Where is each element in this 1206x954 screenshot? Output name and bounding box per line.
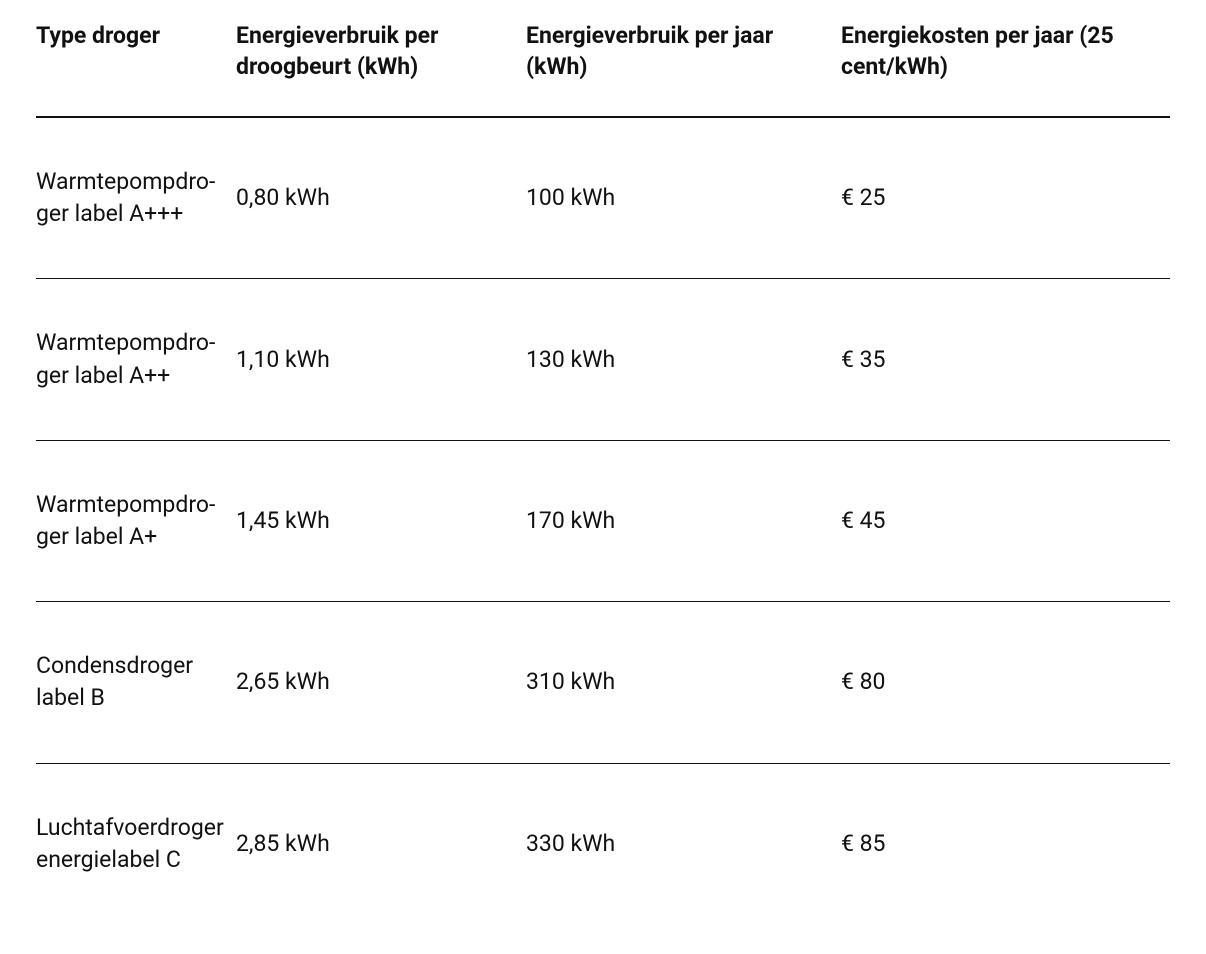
table-row: Warmtepompdro­ger label A+ 1,45 kWh 170 … [36, 440, 1170, 601]
cell-per-year: 100 kWh [526, 117, 841, 279]
table-row: Condensdroger la­bel B 2,65 kWh 310 kWh … [36, 602, 1170, 763]
cell-cost: € 45 [841, 440, 1170, 601]
cell-cost: € 25 [841, 117, 1170, 279]
cell-per-cycle: 0,80 kWh [236, 117, 526, 279]
cell-type: Luchtafvoerdroger energielabel C [36, 763, 236, 924]
cell-per-cycle: 1,10 kWh [236, 279, 526, 440]
cell-type: Warmtepompdro­ger label A+++ [36, 117, 236, 279]
col-header-per-year: Energieverbruik per jaar (kWh) [526, 20, 841, 117]
table-row: Warmtepompdro­ger label A+++ 0,80 kWh 10… [36, 117, 1170, 279]
cell-cost: € 85 [841, 763, 1170, 924]
cell-per-cycle: 2,85 kWh [236, 763, 526, 924]
table-row: Warmtepompdro­ger label A++ 1,10 kWh 130… [36, 279, 1170, 440]
cell-per-year: 310 kWh [526, 602, 841, 763]
cell-per-year: 170 kWh [526, 440, 841, 601]
cell-type: Condensdroger la­bel B [36, 602, 236, 763]
cell-per-cycle: 2,65 kWh [236, 602, 526, 763]
col-header-per-cycle: Energieverbruik per droogbeurt (kWh) [236, 20, 526, 117]
cell-cost: € 35 [841, 279, 1170, 440]
col-header-type: Type droger [36, 20, 236, 117]
cell-per-year: 330 kWh [526, 763, 841, 924]
table-row: Luchtafvoerdroger energielabel C 2,85 kW… [36, 763, 1170, 924]
page: Type droger Energieverbruik per droogbeu… [0, 0, 1206, 954]
cell-type: Warmtepompdro­ger label A++ [36, 279, 236, 440]
energy-table: Type droger Energieverbruik per droogbeu… [36, 20, 1170, 924]
cell-type: Warmtepompdro­ger label A+ [36, 440, 236, 601]
col-header-cost: Energiekosten per jaar (25 cent/kWh) [841, 20, 1170, 117]
cell-per-year: 130 kWh [526, 279, 841, 440]
cell-cost: € 80 [841, 602, 1170, 763]
cell-per-cycle: 1,45 kWh [236, 440, 526, 601]
table-header-row: Type droger Energieverbruik per droogbeu… [36, 20, 1170, 117]
